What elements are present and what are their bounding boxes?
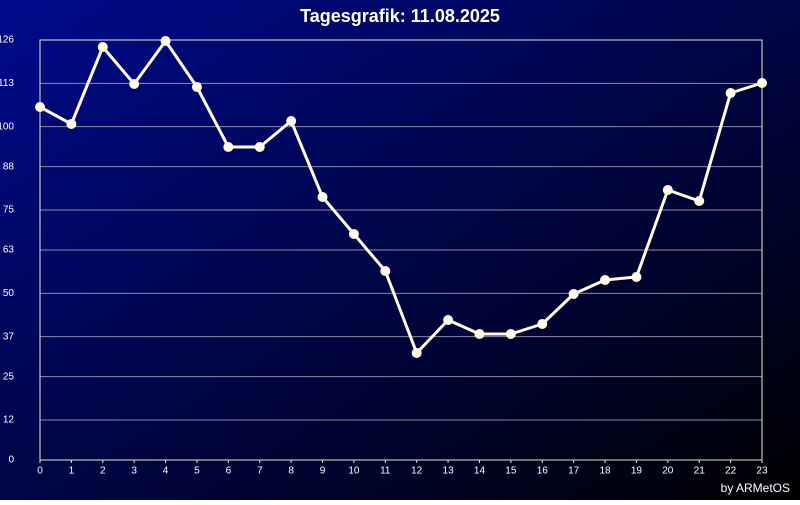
x-tick-label: 0 xyxy=(37,466,43,477)
x-tick-label: 13 xyxy=(443,466,455,477)
y-tick-label: 126 xyxy=(0,35,14,46)
x-tick-label: 5 xyxy=(194,466,200,477)
data-line xyxy=(39,39,763,355)
data-point xyxy=(600,275,611,285)
data-point xyxy=(474,329,485,339)
data-point xyxy=(380,266,391,276)
data-point xyxy=(757,78,767,88)
data-point xyxy=(411,348,422,358)
footer: by ARMetOS xyxy=(721,481,790,495)
x-tick-label: 23 xyxy=(756,466,768,477)
x-tick-label: 6 xyxy=(226,466,232,477)
data-point xyxy=(97,42,108,52)
y-tick-label: 25 xyxy=(3,371,15,382)
data-point xyxy=(568,289,579,299)
y-tick-label: 37 xyxy=(3,331,15,342)
data-point xyxy=(348,229,359,239)
x-tick-label: 9 xyxy=(320,466,326,477)
data-point xyxy=(631,272,642,282)
x-tick-label: 7 xyxy=(257,466,263,477)
data-point xyxy=(254,142,265,152)
data-point xyxy=(317,192,328,202)
x-tick-label: 1 xyxy=(69,466,75,477)
data-point xyxy=(443,315,454,325)
x-tick-label: 14 xyxy=(474,466,486,477)
data-point xyxy=(505,329,516,339)
y-tick-label: 50 xyxy=(3,288,15,299)
x-tick-label: 2 xyxy=(100,466,106,477)
data-point xyxy=(662,185,673,195)
data-point xyxy=(725,88,736,98)
data-point xyxy=(35,102,45,112)
plot-border xyxy=(39,39,763,461)
y-tick-label: 63 xyxy=(3,245,15,256)
y-tick-label: 75 xyxy=(3,205,15,216)
data-point xyxy=(223,142,234,152)
x-tick-label: 12 xyxy=(411,466,423,477)
x-tick-label: 4 xyxy=(163,466,169,477)
y-tick-label: 113 xyxy=(0,78,14,89)
x-tick-label: 20 xyxy=(662,466,674,477)
x-tick-label: 22 xyxy=(725,466,737,477)
data-point xyxy=(286,116,297,126)
data-point xyxy=(129,79,140,89)
data-point xyxy=(191,82,202,92)
x-tick-label: 19 xyxy=(631,466,643,477)
x-tick-label: 21 xyxy=(694,466,706,477)
x-tick-label: 10 xyxy=(348,466,360,477)
y-tick-label: 0 xyxy=(8,455,14,466)
y-tick-label: 88 xyxy=(3,161,15,172)
x-tick-label: 15 xyxy=(505,466,517,477)
x-tick-label: 3 xyxy=(131,466,137,477)
data-point xyxy=(66,119,77,129)
data-point xyxy=(694,196,705,206)
x-tick-label: 11 xyxy=(380,466,391,477)
x-tick-label: 17 xyxy=(568,466,580,477)
data-point xyxy=(537,319,548,329)
chart-title: Tagesgrafik: 11.08.2025 xyxy=(300,6,500,26)
data-point xyxy=(160,36,171,46)
x-tick-label: 16 xyxy=(537,466,549,477)
y-tick-label: 100 xyxy=(0,121,14,132)
x-tick-label: 8 xyxy=(288,466,294,477)
x-tick-label: 18 xyxy=(599,466,611,477)
y-tick-label: 12 xyxy=(3,415,15,426)
